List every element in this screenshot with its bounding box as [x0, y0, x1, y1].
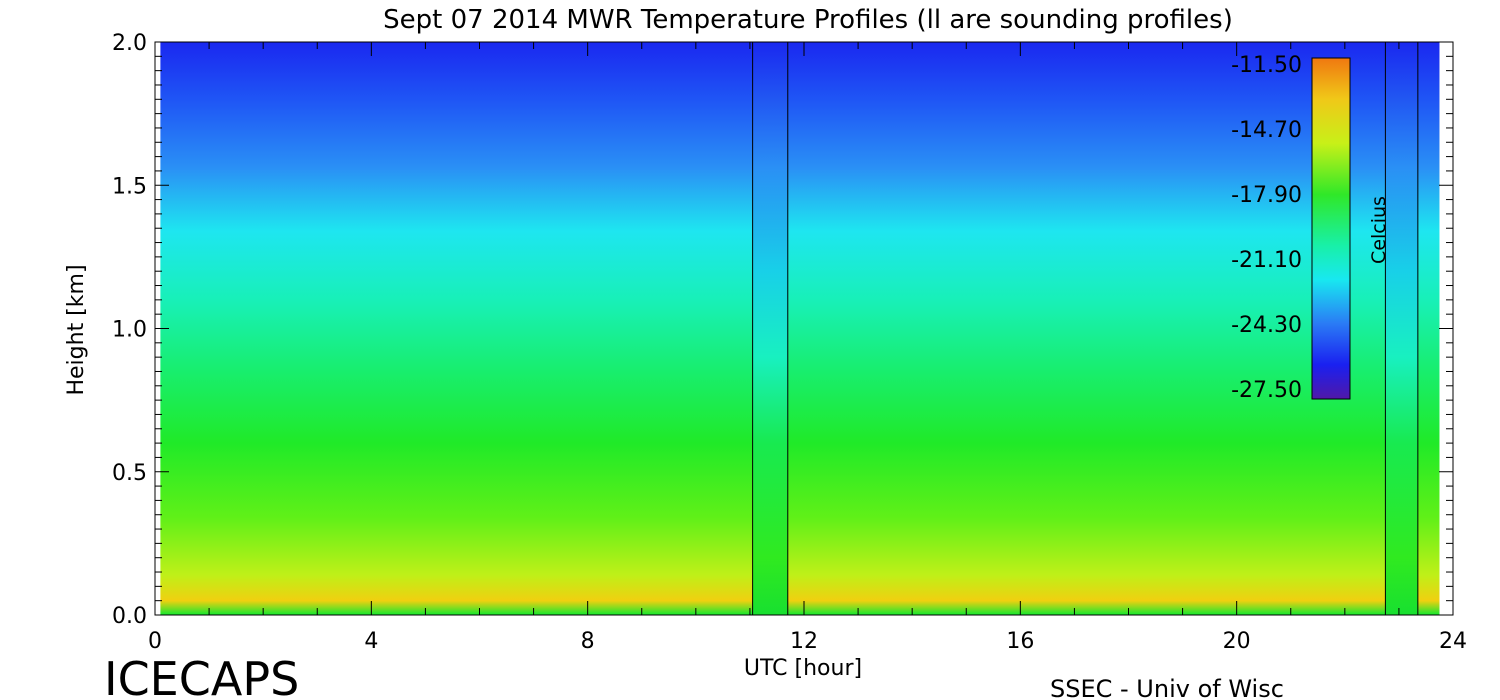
colorbar-tick-label: -11.50 [1231, 53, 1302, 78]
colorbar-label: Celcius [1368, 196, 1390, 264]
sounding-profile-band [752, 42, 788, 615]
plot-area: 0 4 8 12 16 20 24 0.0 0.5 1.0 1.5 2.0 [112, 31, 1467, 654]
colorbar-tick-label: -14.70 [1231, 118, 1302, 143]
x-tick-label: 0 [148, 629, 162, 654]
x-tick-label: 20 [1223, 629, 1251, 654]
heatmap-field [160, 42, 1440, 615]
footer-icecaps: ICECAPS [104, 652, 299, 700]
sounding-profile-band [1385, 42, 1418, 615]
x-tick-label: 16 [1006, 629, 1034, 654]
y-tick-label: 0.0 [112, 604, 147, 629]
x-tick-label: 8 [581, 629, 595, 654]
y-axis-label: Height [km] [64, 264, 89, 395]
x-tick-label: 12 [790, 629, 818, 654]
colorbar-tick-label: -24.30 [1231, 313, 1302, 338]
y-tick-label: 1.5 [112, 174, 147, 199]
x-axis-label: UTC [hour] [744, 656, 862, 681]
y-tick-label: 0.5 [112, 461, 147, 486]
colorbar-tick-label: -17.90 [1231, 183, 1302, 208]
x-tick-label: 4 [364, 629, 378, 654]
y-tick-label: 2.0 [112, 31, 147, 56]
colorbar-tick-label: -27.50 [1231, 378, 1302, 403]
y-tick-label: 1.0 [112, 318, 147, 343]
x-tick-label: 24 [1439, 629, 1467, 654]
footer-ssec: SSEC - Univ of Wisc [1050, 675, 1284, 700]
chart-title: Sept 07 2014 MWR Temperature Profiles (l… [383, 5, 1233, 35]
colorbar: -11.50 -14.70 -17.90 -21.10 -24.30 -27.50 Cel… [1231, 53, 1390, 403]
colorbar-tick-label: -21.10 [1231, 248, 1302, 273]
colorbar-gradient [1311, 57, 1351, 400]
